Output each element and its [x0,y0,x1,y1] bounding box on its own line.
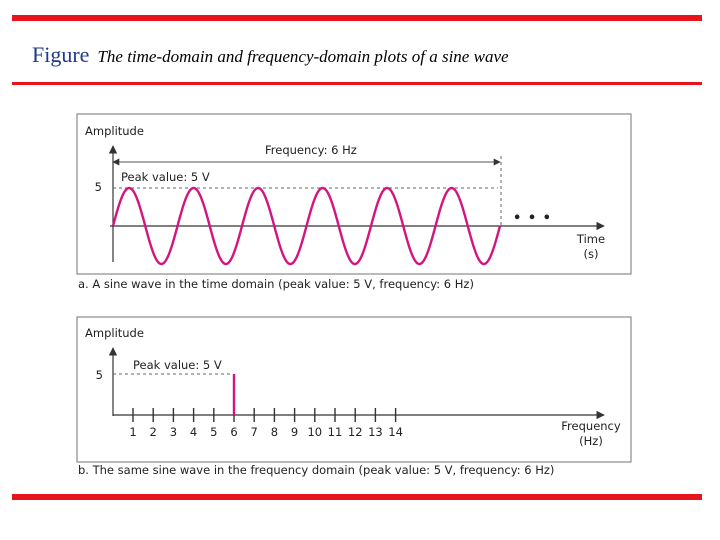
freq-tick-label-3: 3 [170,425,177,439]
title-underline-rule [12,82,702,85]
freq-peak-tick-label: 5 [96,368,103,382]
slide-title: Figure The time-domain and frequency-doma… [32,42,509,68]
freq-panel-border [76,316,632,463]
time-domain-caption: a. A sine wave in the time domain (peak … [78,277,474,291]
time-panel-border [76,113,632,275]
freq-tick-label-6: 6 [230,425,237,439]
time-x-axis-label: Time [576,232,605,246]
freq-tick-marks [132,408,397,422]
sine-wave [111,186,502,266]
frequency-label: Frequency: 6 Hz [265,143,357,157]
freq-tick-label-10: 10 [307,425,322,439]
freq-tick-label-8: 8 [271,425,278,439]
frequency-domain-caption: b. The same sine wave in the frequency d… [78,463,554,477]
time-peak-tick-label: 5 [95,180,102,194]
time-y-axis-label: Amplitude [85,124,144,138]
freq-tick-labels: 1 2 3 4 5 6 7 8 9 10 11 12 13 14 [129,425,403,439]
freq-x-axis-unit: (Hz) [579,434,603,448]
freq-tick-label-13: 13 [368,425,383,439]
freq-tick-label-7: 7 [251,425,258,439]
freq-tick-label-1: 1 [129,425,136,439]
bottom-red-rule [12,494,702,500]
freq-tick-label-4: 4 [190,425,197,439]
freq-tick-label-9: 9 [291,425,298,439]
frequency-domain-panel: Amplitude Peak value: 5 V 5 1 2 3 4 5 6 7 8 9 10 1… [76,316,632,463]
time-domain-panel: Amplitude Frequency: 6 Hz Peak value: 5 … [76,113,632,275]
time-peak-label: Peak value: 5 V [121,170,210,184]
freq-tick-label-2: 2 [150,425,157,439]
freq-tick-label-5: 5 [210,425,217,439]
top-red-rule [12,15,702,21]
freq-tick-label-12: 12 [348,425,363,439]
freq-tick-label-14: 14 [388,425,403,439]
freq-x-axis-label: Frequency [561,419,621,433]
freq-tick-label-11: 11 [328,425,343,439]
freq-y-axis-label: Amplitude [85,326,144,340]
title-text: The time-domain and frequency-domain plo… [97,47,509,66]
title-lead: Figure [32,42,90,67]
time-x-axis-unit: (s) [584,247,599,261]
continuation-ellipsis: • • • [513,211,552,226]
freq-peak-label: Peak value: 5 V [133,358,222,372]
